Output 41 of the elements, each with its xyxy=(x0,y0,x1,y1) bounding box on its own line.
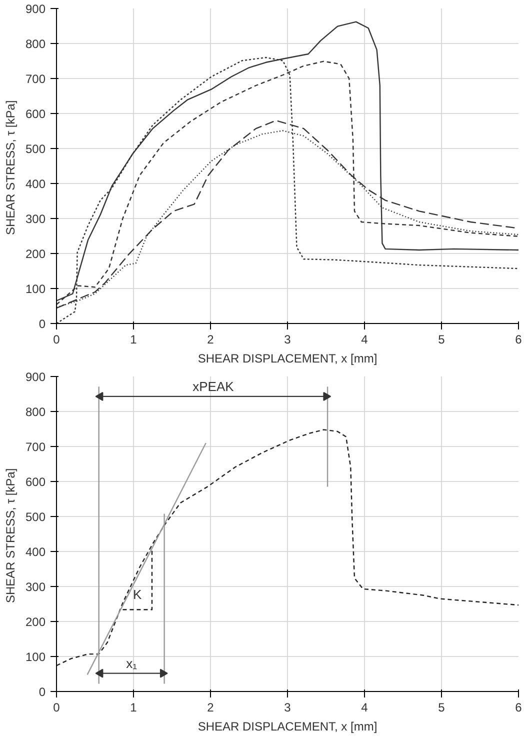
y-tick-label: 600 xyxy=(25,107,46,121)
x-tick-label: 1 xyxy=(130,332,138,346)
y-tick-label: 900 xyxy=(25,370,46,384)
y-tick-label: 500 xyxy=(25,510,46,524)
y-tick-label: 800 xyxy=(25,37,46,51)
series-label: xPEAK xyxy=(192,378,234,394)
y-axis-title: SHEAR STRESS, τ [kPa] xyxy=(3,468,18,604)
y-tick-label: 700 xyxy=(25,440,46,454)
y-tick-label: 0 xyxy=(38,685,46,699)
y-tick-label: 300 xyxy=(25,212,46,226)
x-tick-label: 4 xyxy=(361,332,368,346)
y-tick-label: 100 xyxy=(25,282,46,296)
x-tick-label: 5 xyxy=(438,700,446,714)
x-tick-label: 0 xyxy=(53,332,60,346)
x-tick-label: 0 xyxy=(53,700,60,714)
y-axis-title: SHEAR STRESS, τ [kPa] xyxy=(3,100,18,236)
y-tick-label: 200 xyxy=(25,615,46,629)
y-tick-label: 600 xyxy=(25,475,46,489)
y-tick-label: 800 xyxy=(25,405,46,419)
y-tick-label: 500 xyxy=(25,142,46,156)
y-tick-label: 900 xyxy=(25,2,46,16)
x-tick-label: 2 xyxy=(207,700,214,714)
x-tick-label: 2 xyxy=(207,332,214,346)
series-label: K xyxy=(133,587,142,602)
y-tick-label: 400 xyxy=(25,177,46,191)
series-label: x₁ xyxy=(126,656,138,671)
y-tick-label: 200 xyxy=(25,247,46,261)
x-axis-title: SHEAR DISPLACEMENT, x [mm] xyxy=(198,352,378,366)
y-tick-label: 100 xyxy=(25,650,46,664)
x-tick-label: 6 xyxy=(515,332,522,346)
x-tick-label: 5 xyxy=(438,332,446,346)
x-tick-label: 4 xyxy=(361,700,368,714)
x-axis-title: SHEAR DISPLACEMENT, x [mm] xyxy=(198,720,378,734)
y-tick-label: 300 xyxy=(25,580,46,594)
x-tick-label: 3 xyxy=(284,700,292,714)
y-tick-label: 400 xyxy=(25,545,46,559)
y-tick-label: 0 xyxy=(38,317,46,331)
x-tick-label: 1 xyxy=(130,700,138,714)
x-tick-label: 6 xyxy=(515,700,522,714)
x-tick-label: 3 xyxy=(284,332,292,346)
y-tick-label: 700 xyxy=(25,72,46,86)
